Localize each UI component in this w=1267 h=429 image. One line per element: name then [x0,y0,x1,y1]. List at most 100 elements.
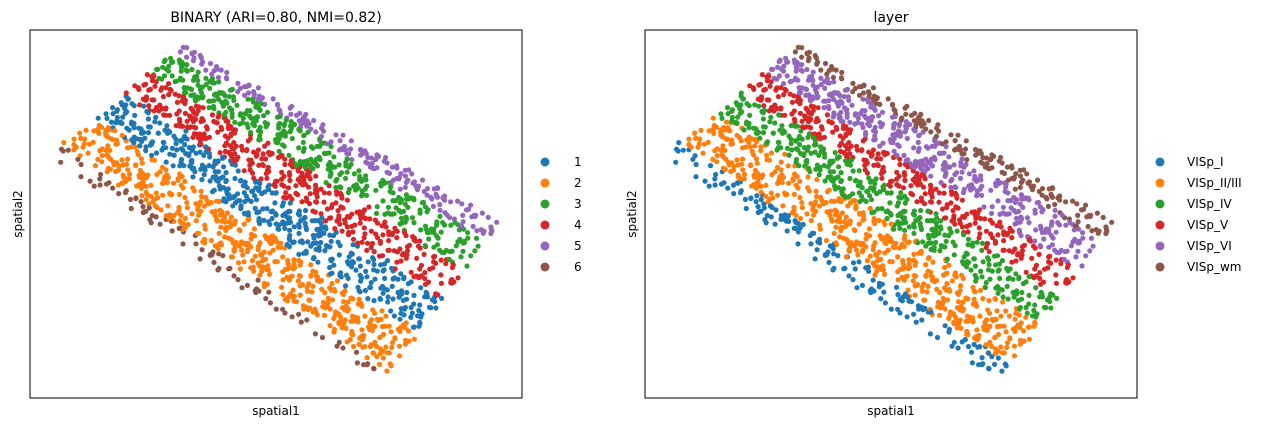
scatter-point [986,249,992,255]
scatter-point [182,110,188,116]
right-plot-frame [644,29,1138,399]
scatter-point [991,253,998,259]
scatter-point [448,199,454,205]
scatter-point [922,191,928,197]
scatter-point [275,132,281,138]
scatter-point [902,227,908,233]
scatter-point [893,284,900,290]
scatter-point [199,94,205,100]
scatter-point [309,289,315,295]
scatter-point [799,85,805,91]
scatter-point [926,235,932,241]
scatter-point [177,75,183,81]
scatter-point [965,242,971,248]
scatter-point [371,249,377,255]
scatter-point [333,132,339,138]
scatter-point [364,240,371,246]
scatter-point [1004,344,1010,351]
scatter-point [712,176,718,182]
scatter-point [763,182,769,188]
scatter-point [750,85,756,91]
scatter-point [152,119,158,125]
scatter-point [1075,212,1081,218]
scatter-point [377,296,383,302]
scatter-point [979,247,985,253]
scatter-point [746,120,752,127]
scatter-point [793,68,799,74]
scatter-point [805,174,811,180]
scatter-point [769,204,775,211]
scatter-point [77,130,83,136]
scatter-point [256,288,262,294]
scatter-point [221,185,227,191]
scatter-point [792,49,799,55]
scatter-point [300,139,306,145]
scatter-point [324,141,330,147]
scatter-point [1079,263,1085,269]
scatter-point [123,90,129,96]
scatter-point [377,335,383,341]
scatter-point [786,180,792,186]
scatter-point [892,114,898,120]
scatter-point [296,311,302,317]
scatter-point [188,105,194,111]
scatter-point [202,164,208,170]
scatter-point [149,78,155,84]
scatter-point [918,195,924,201]
scatter-point [987,323,993,329]
scatter-point [987,310,993,316]
scatter-point [773,207,779,213]
scatter-point [868,197,875,203]
scatter-point [752,143,758,149]
scatter-point [911,145,917,151]
scatter-point [913,218,919,224]
scatter-point [213,119,219,125]
scatter-point [255,247,261,253]
scatter-point [253,104,259,110]
scatter-point [141,209,147,215]
scatter-point [251,226,257,232]
scatter-point [697,136,703,142]
scatter-point [780,174,786,181]
scatter-point [753,126,759,132]
scatter-point [936,128,942,134]
scatter-point [1080,230,1086,236]
scatter-point [872,221,878,227]
scatter-point [211,80,217,86]
legend-label: 5 [574,239,582,253]
scatter-point [325,295,331,301]
scatter-point [417,302,423,308]
scatter-point [733,100,739,106]
scatter-point [908,183,914,189]
scatter-point [926,255,932,261]
scatter-point [118,119,124,125]
scatter-point [190,174,196,180]
scatter-point [170,163,176,169]
scatter-point [422,294,428,300]
scatter-point [987,217,993,223]
scatter-point [385,204,391,210]
scatter-point [1070,239,1076,245]
scatter-point [281,128,287,134]
scatter-point [421,188,427,195]
scatter-point [485,214,491,220]
scatter-point [182,225,188,231]
scatter-point [1036,251,1042,257]
scatter-point [813,90,820,96]
scatter-point [978,215,984,222]
scatter-point [1088,235,1095,241]
scatter-point [850,277,856,283]
scatter-point [217,212,223,218]
scatter-point [197,149,203,155]
scatter-point [141,82,147,88]
scatter-point [738,188,744,194]
scatter-point [901,244,907,250]
scatter-point [799,68,805,74]
scatter-point [328,271,334,277]
scatter-point [191,76,198,82]
scatter-point [332,226,338,232]
scatter-point [379,223,385,229]
scatter-point [218,240,224,246]
scatter-point [153,114,159,120]
scatter-point [791,225,797,231]
